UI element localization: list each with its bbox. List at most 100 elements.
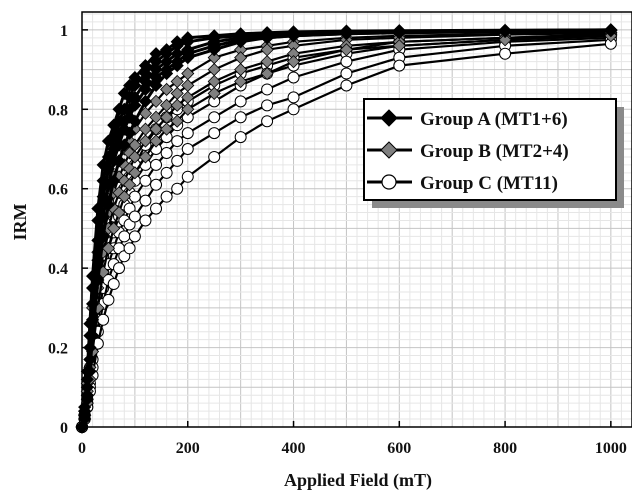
data-point: [286, 29, 301, 43]
legend-label: Group C (MT11): [420, 173, 558, 194]
data-point: [150, 202, 163, 215]
data-point: [286, 55, 301, 69]
data-point: [123, 126, 137, 140]
y-tick-label: 0.6: [48, 182, 68, 199]
data-point: [101, 241, 116, 255]
data-point: [80, 392, 94, 406]
x-tick-label: 800: [493, 440, 517, 457]
data-point: [160, 166, 173, 179]
x-tick-label: 0: [78, 440, 86, 457]
data-point: [234, 35, 248, 49]
series-group-b: [75, 29, 618, 434]
data-point: [96, 229, 110, 243]
axis-ticks: 0 200 400 600 800 1000 0 0.2 0.4 0.6 0.8 1: [48, 23, 627, 457]
data-point: [128, 190, 141, 203]
data-point: [340, 79, 353, 92]
legend-item: Group A (MT1+6): [367, 109, 568, 130]
data-point: [171, 154, 184, 167]
data-point: [128, 166, 142, 180]
y-tick-label: 1: [60, 23, 68, 40]
x-tick-label: 1000: [595, 440, 627, 457]
data-point: [604, 24, 618, 38]
data-point: [101, 198, 116, 212]
data-point: [498, 33, 512, 47]
chart-grid: [81, 12, 632, 428]
y-tick-label: 0.4: [48, 261, 68, 278]
data-point: [260, 66, 274, 81]
y-axis-title: IRM: [10, 203, 30, 240]
data-point: [170, 98, 184, 112]
data-point: [499, 47, 512, 60]
series-group-a: [75, 24, 618, 434]
data-point: [117, 190, 131, 204]
data-point: [150, 158, 163, 171]
data-point: [107, 174, 121, 188]
data-point: [160, 190, 173, 203]
data-point: [112, 154, 126, 168]
data-point: [128, 210, 141, 223]
data-point: [392, 39, 406, 53]
data-point: [181, 51, 195, 65]
data-point: [139, 174, 152, 187]
data-point: [128, 98, 142, 112]
data-point: [261, 83, 274, 96]
data-point: [181, 127, 194, 140]
data-point: [118, 230, 131, 243]
data-point: [170, 59, 184, 73]
data-point: [181, 102, 195, 116]
data-point: [171, 182, 184, 195]
plot-frame: [81, 11, 632, 428]
legend-marker: [380, 109, 398, 127]
data-point: [234, 74, 248, 89]
data-point: [207, 63, 221, 77]
data-point: [107, 278, 120, 291]
x-tick-label: 200: [176, 440, 200, 457]
data-point: [102, 293, 115, 306]
legend-label: Group A (MT1+6): [420, 109, 568, 130]
x-tick-label: 400: [282, 440, 306, 457]
y-tick-label: 0.8: [48, 102, 68, 119]
data-point: [207, 43, 221, 57]
data-point: [91, 273, 105, 287]
data-point: [181, 143, 194, 156]
data-point: [171, 135, 184, 148]
data-point: [287, 91, 300, 104]
data-point: [287, 71, 300, 84]
data-point: [261, 115, 274, 128]
data-point: [170, 114, 184, 128]
legend-label: Group B (MT2+4): [420, 141, 569, 162]
x-tick-label: 600: [387, 440, 411, 457]
data-point: [97, 313, 110, 326]
data-point: [160, 146, 173, 159]
y-tick-label: 0: [60, 420, 68, 437]
data-point: [123, 242, 136, 255]
data-point: [498, 24, 512, 39]
data-point: [149, 78, 163, 93]
data-point: [83, 364, 97, 378]
data-point: [287, 103, 300, 116]
data-point: [112, 205, 126, 220]
data-point: [149, 94, 163, 108]
data-point: [340, 55, 353, 68]
data-point: [261, 99, 274, 112]
data-point: [123, 178, 137, 192]
data-point: [138, 94, 153, 108]
data-point: [160, 122, 174, 136]
data-point: [160, 66, 174, 81]
data-point: [128, 150, 142, 164]
data-point: [150, 178, 163, 191]
data-point: [339, 43, 353, 57]
data-point: [234, 95, 247, 108]
data-point: [234, 131, 247, 144]
x-axis-title: Applied Field (mT): [284, 470, 432, 491]
data-point: [138, 134, 153, 148]
data-point: [107, 221, 121, 236]
data-point: [138, 150, 153, 164]
legend: Group A (MT1+6) Group B (MT2+4) Group C (M…: [363, 98, 624, 208]
data-point: [128, 230, 141, 243]
data-point: [208, 150, 221, 163]
data-point: [392, 26, 406, 40]
data-point: [128, 114, 142, 128]
data-point: [139, 194, 152, 207]
